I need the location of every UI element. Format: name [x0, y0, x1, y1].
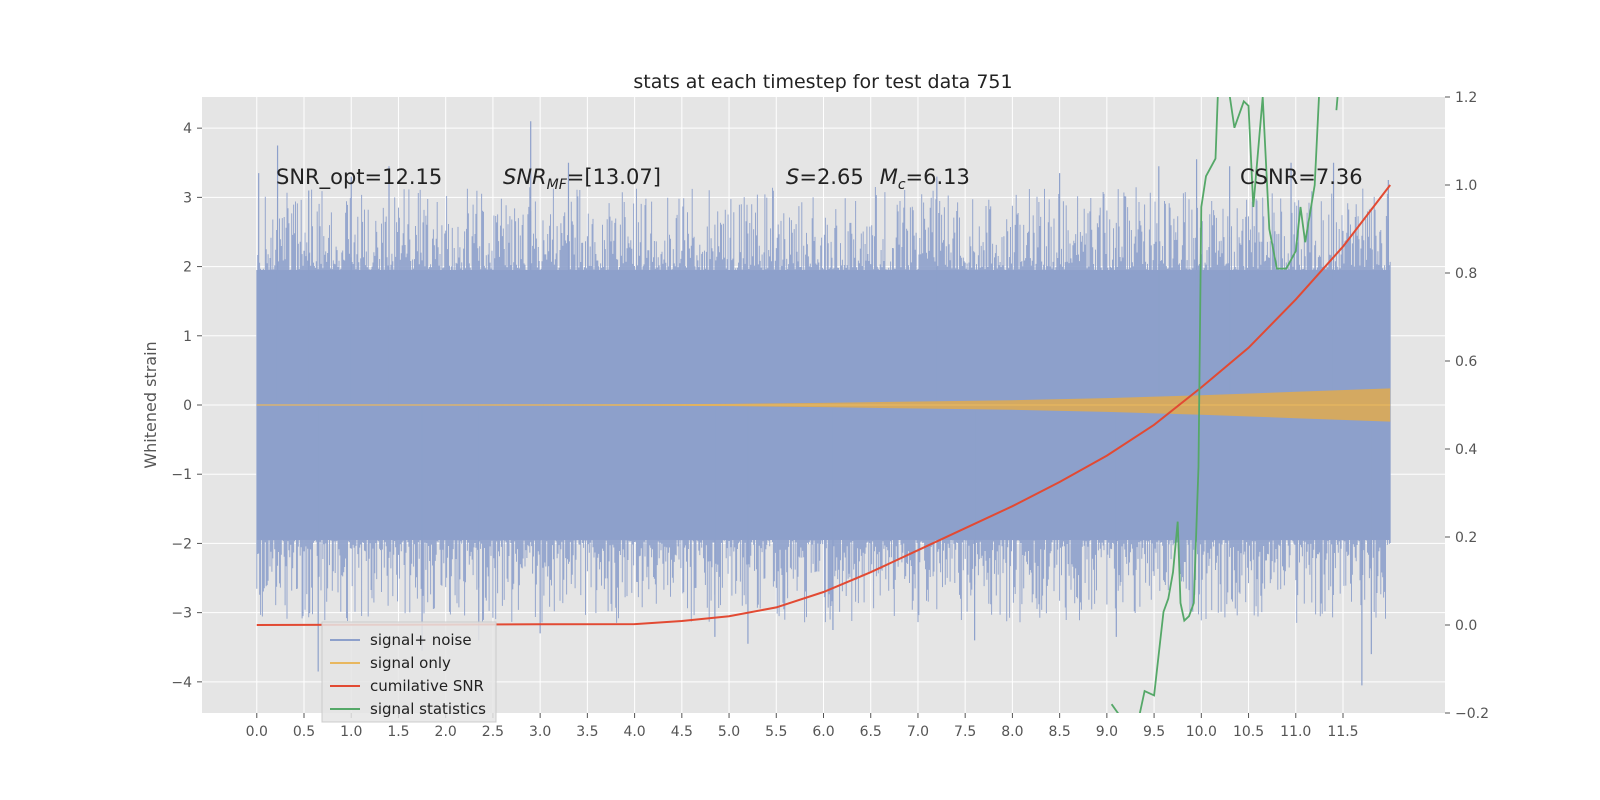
y-tick-label-3: −1: [171, 467, 192, 483]
x-tick-label-19: 9.5: [1143, 724, 1165, 740]
x-tick-label-23: 11.5: [1327, 724, 1358, 740]
x-tick-label-21: 10.5: [1233, 724, 1264, 740]
y-tick-label-5: 1: [183, 329, 192, 345]
signal-statistics-fragment: [1335, 97, 1339, 111]
x-tick-label-9: 4.5: [671, 724, 693, 740]
noise-trace: [256, 187, 1391, 623]
annotation-snr-opt: SNR_opt=12.15: [276, 165, 442, 190]
x-tick-label-6: 3.0: [529, 724, 551, 740]
x-tick-label-14: 7.0: [907, 724, 929, 740]
y-tick-label-8: 4: [183, 121, 192, 137]
y2-tick-label-1: 0.0: [1455, 618, 1477, 634]
annotations: SNR_opt=12.15 SNRMF=[13.07] S=2.65 Mc=6.1…: [276, 165, 1363, 193]
x-tick-label-10: 5.0: [718, 724, 740, 740]
legend-label-signal-statistics: signal statistics: [370, 700, 486, 718]
x-tick-label-16: 8.0: [1001, 724, 1023, 740]
y-tick-label-0: −4: [171, 675, 192, 691]
legend-label-cumulative-snr: cumilative SNR: [370, 677, 484, 695]
legend: signal+ noise signal only cumilative SNR…: [321, 621, 497, 723]
y-tick-label-2: −2: [171, 536, 192, 552]
x-tick-label-11: 5.5: [765, 724, 787, 740]
y-tick-label-4: 0: [183, 398, 192, 414]
legend-label-signal-noise: signal+ noise: [370, 631, 472, 649]
x-axis: 0.0 0.5 1.0 1.5 2.0 2.5 3.0 3.5 4.0 4.5 5.0 5.5 6.0 6…: [246, 713, 1359, 740]
x-tick-label-2: 1.0: [340, 724, 362, 740]
y2-tick-label-7: 1.2: [1455, 90, 1477, 106]
signal-statistics-series: [1110, 97, 1339, 713]
x-tick-label-8: 4.0: [623, 724, 645, 740]
annotation-csnr: CSNR=7.36: [1240, 165, 1363, 189]
y-tick-label-7: 3: [183, 190, 192, 206]
y-tick-label-1: −3: [171, 606, 192, 622]
annotation-snr-mf: SNRMF=[13.07]: [503, 165, 661, 193]
legend-label-signal-only: signal only: [370, 654, 451, 672]
x-tick-label-3: 1.5: [387, 724, 409, 740]
x-tick-label-1: 0.5: [293, 724, 315, 740]
x-tick-label-18: 9.0: [1096, 724, 1118, 740]
y2-tick-label-3: 0.4: [1455, 442, 1477, 458]
x-tick-label-0: 0.0: [246, 724, 268, 740]
x-tick-label-20: 10.0: [1186, 724, 1217, 740]
signal-only-series: [256, 388, 1391, 422]
x-tick-label-12: 6.0: [812, 724, 834, 740]
x-tick-label-5: 2.5: [482, 724, 504, 740]
y-axis-title: Whitened strain: [141, 341, 160, 468]
y2-tick-label-0: −0.2: [1455, 706, 1489, 722]
signal-statistics-line: [1110, 97, 1320, 713]
cumulative-snr-line: [256, 184, 1391, 626]
y2-tick-label-4: 0.6: [1455, 354, 1477, 370]
x-tick-label-22: 11.0: [1280, 724, 1311, 740]
chart-title: stats at each timestep for test data 751: [633, 71, 1012, 93]
x-tick-label-4: 2.0: [435, 724, 457, 740]
x-tick-label-13: 6.5: [860, 724, 882, 740]
y-axis-right: −0.2 0.0 0.2 0.4 0.6 0.8 1.0 1.2: [1445, 90, 1489, 722]
y2-tick-label-2: 0.2: [1455, 530, 1477, 546]
y-axis-left: −4 −3 −2 −1 0 1 2 3 4: [171, 121, 202, 691]
y2-tick-label-5: 0.8: [1455, 266, 1477, 282]
x-tick-label-17: 8.5: [1048, 724, 1070, 740]
plot-content: [256, 97, 1391, 713]
y-tick-label-6: 2: [183, 260, 192, 276]
annotation-s-mc: S=2.65 Mc=6.13: [786, 165, 970, 193]
legend-box: [321, 621, 497, 723]
x-tick-label-15: 7.5: [954, 724, 976, 740]
cumulative-snr-series: [256, 184, 1391, 626]
x-tick-label-7: 3.5: [576, 724, 598, 740]
y2-tick-label-6: 1.0: [1455, 178, 1477, 194]
